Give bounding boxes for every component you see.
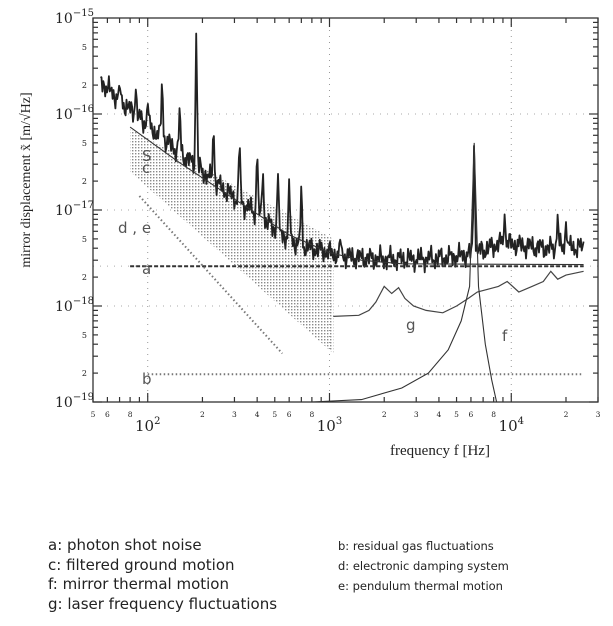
x-minor-tick-label: 4 (437, 410, 442, 419)
x-major-tick-label: 104 (499, 416, 524, 435)
series-f (311, 142, 498, 403)
x-major-tick-label: 103 (317, 416, 342, 435)
x-minor-tick-label: 6 (287, 410, 292, 419)
grid-lines (93, 18, 598, 402)
y-major-tick-label: 10−19 (55, 392, 94, 411)
curve-label-f: f (502, 327, 508, 345)
x-minor-tick-label: 2 (382, 410, 387, 419)
series-c (129, 126, 584, 266)
legend-item-a: a: photon shot noise (48, 536, 202, 554)
x-minor-tick-label: 2 (200, 410, 205, 419)
x-minor-tick-label: 8 (309, 410, 314, 419)
y-minor-tick-label: 5 (82, 235, 87, 244)
curve-label-c: c (142, 159, 150, 177)
series-s (100, 32, 585, 274)
y-minor-tick-label: 2 (82, 369, 87, 378)
curve-label-b: b (142, 370, 152, 388)
y-minor-tick-label: 2 (82, 273, 87, 282)
x-minor-tick-label: 5 (454, 410, 459, 419)
axis-ticks (92, 18, 599, 403)
y-axis-label: mirror displacement x̃ [m/√Hz] (19, 92, 34, 267)
legend-column-right: b: residual gas fluctuations d: electron… (338, 536, 509, 596)
x-minor-tick-label: 3 (596, 410, 601, 419)
legend-item-b: b: residual gas fluctuations (338, 539, 494, 553)
curve-label-S: S (142, 147, 152, 165)
y-minor-tick-label: 5 (82, 43, 87, 52)
legend-item-c: c: filtered ground motion (48, 555, 235, 574)
series-d-e (138, 195, 284, 355)
curve-label-g: g (406, 316, 416, 334)
y-major-tick-label: 10−17 (55, 200, 94, 219)
curve-labels: S c d , e a b g f (118, 147, 508, 388)
x-minor-tick-label: 8 (491, 410, 496, 419)
x-minor-tick-label: 6 (105, 410, 110, 419)
y-minor-tick-label: 2 (82, 177, 87, 186)
y-minor-tick-label: 2 (82, 81, 87, 90)
x-minor-tick-label: 6 (469, 410, 474, 419)
y-major-tick-label: 10−16 (55, 104, 94, 123)
legend-column-left: a: photon shot noise c: filtered ground … (48, 536, 277, 614)
curve-label-a: a (142, 260, 151, 278)
y-minor-tick-label: 5 (82, 331, 87, 340)
ground-motion-band (130, 128, 334, 354)
legend-item-f: f: mirror thermal motion (48, 575, 229, 593)
x-minor-tick-label: 2 (564, 410, 569, 419)
x-minor-tick-label: 5 (91, 410, 96, 419)
y-minor-tick-label: 5 (82, 139, 87, 148)
legend-item-d: d: electronic damping system (338, 559, 509, 573)
x-major-tick-label: 102 (135, 416, 160, 435)
x-minor-tick-label: 3 (232, 410, 237, 419)
y-major-tick-label: 10−18 (55, 296, 94, 315)
y-major-tick-label: 10−15 (55, 8, 94, 27)
series-g (333, 270, 584, 317)
legend-item-e: e: pendulum thermal motion (338, 579, 503, 593)
legend-item-g: g: laser frequency fluctuations (48, 594, 278, 613)
series-c-band (130, 128, 334, 354)
curve-label-d-e: d , e (118, 219, 151, 237)
curves (100, 32, 585, 403)
x-minor-tick-label: 8 (128, 410, 133, 419)
x-minor-tick-label: 4 (255, 410, 260, 419)
x-minor-tick-label: 3 (414, 410, 419, 419)
x-axis-label: frequency f [Hz] (390, 443, 490, 459)
x-minor-tick-label: 5 (272, 410, 277, 419)
